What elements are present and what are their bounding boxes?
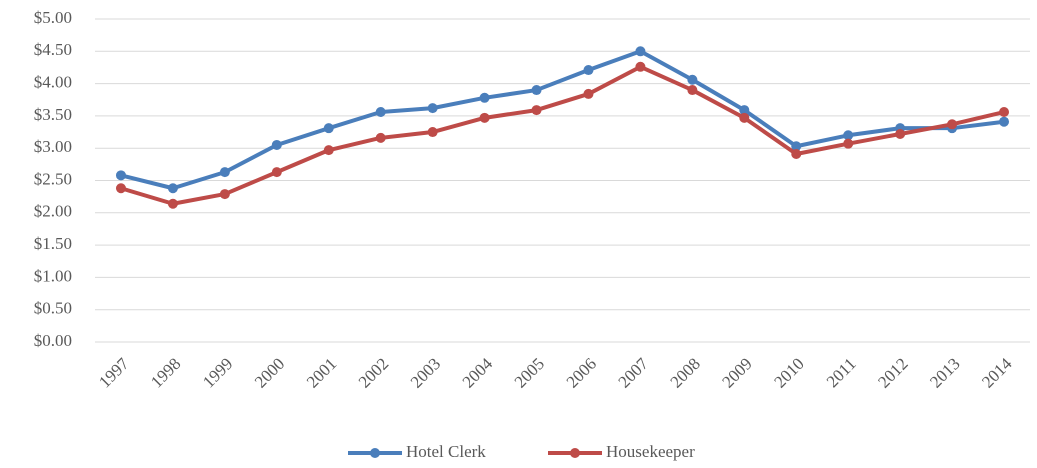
x-tick-label: 2006 (563, 354, 600, 391)
x-tick-label: 2001 (303, 354, 340, 391)
x-tick-label: 2014 (978, 354, 1016, 392)
y-tick-label: $2.00 (34, 202, 72, 221)
y-tick-label: $1.00 (34, 266, 72, 285)
data-point (427, 127, 438, 138)
legend-label: Housekeeper (606, 442, 695, 461)
x-tick-label: 2003 (407, 354, 444, 391)
series-line (120, 64, 1005, 206)
data-point (895, 128, 906, 139)
data-point (583, 88, 594, 99)
data-point (115, 170, 126, 181)
data-point (271, 167, 282, 178)
data-point (999, 107, 1010, 118)
x-tick-label: 2010 (770, 354, 807, 391)
y-tick-label: $0.50 (34, 299, 72, 318)
x-tick-label: 2000 (251, 354, 288, 391)
x-tick-label: 2007 (615, 354, 653, 392)
x-tick-label: 1999 (199, 354, 236, 391)
series-line (120, 49, 1005, 191)
data-point (427, 103, 438, 114)
data-point (271, 139, 282, 150)
data-point (375, 107, 386, 118)
x-tick-label: 1997 (95, 354, 133, 392)
y-tick-label: $2.50 (34, 169, 72, 188)
data-point (479, 112, 490, 123)
data-point (531, 85, 542, 96)
x-tick-label: 2004 (459, 354, 497, 392)
y-tick-label: $4.00 (34, 73, 72, 92)
data-point (115, 183, 126, 194)
x-tick-label: 2009 (718, 354, 755, 391)
data-point (323, 145, 334, 156)
y-tick-label: $5.00 (34, 8, 72, 27)
data-point (843, 138, 854, 149)
data-point (219, 189, 230, 200)
data-point (531, 105, 542, 116)
data-point (687, 85, 698, 96)
data-point (375, 132, 386, 143)
x-tick-label: 2005 (511, 354, 548, 391)
x-tick-label: 2002 (355, 354, 392, 391)
legend-label: Hotel Clerk (406, 442, 486, 461)
data-point (739, 112, 750, 123)
data-point (687, 74, 698, 85)
data-point (791, 149, 802, 160)
y-tick-label: $4.50 (34, 40, 72, 59)
y-tick-label: $3.00 (34, 137, 72, 156)
data-point (167, 198, 178, 209)
data-point (791, 141, 802, 152)
x-tick-label: 2012 (874, 354, 911, 391)
data-point (323, 123, 334, 134)
y-tick-label: $1.50 (34, 234, 72, 253)
data-point (739, 105, 750, 116)
data-point (947, 119, 958, 130)
data-point (583, 65, 594, 76)
y-tick-label: $3.50 (34, 105, 72, 124)
x-tick-label: 2013 (926, 354, 963, 391)
data-point (167, 183, 178, 194)
data-point (219, 167, 230, 178)
data-point (635, 61, 646, 72)
x-tick-label: 2011 (823, 354, 860, 391)
legend-marker (370, 448, 380, 458)
x-tick-label: 1998 (147, 354, 184, 391)
data-point (999, 116, 1010, 127)
data-point (479, 92, 490, 103)
y-tick-label: $0.00 (34, 331, 72, 350)
data-point (635, 46, 646, 57)
x-tick-label: 2008 (666, 354, 703, 391)
data-point (843, 130, 854, 141)
legend-marker (570, 448, 580, 458)
